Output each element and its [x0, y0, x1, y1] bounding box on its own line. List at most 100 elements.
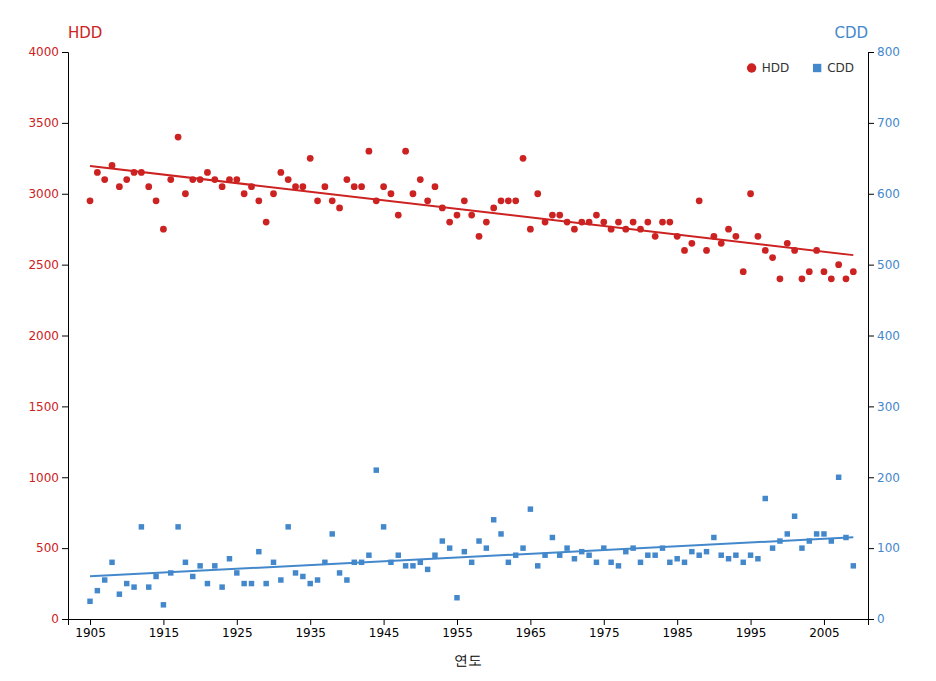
- tick-mark: [62, 194, 68, 195]
- point: [337, 570, 342, 575]
- tick-label: 1915: [149, 626, 180, 640]
- point: [755, 556, 760, 561]
- point: [762, 247, 769, 254]
- point: [131, 584, 136, 589]
- point: [520, 545, 525, 550]
- tick-mark: [457, 619, 458, 625]
- tick: 1985: [662, 619, 693, 640]
- point: [616, 563, 621, 568]
- point: [630, 219, 637, 226]
- point: [351, 183, 358, 190]
- tick: 2500: [28, 258, 68, 272]
- tick: 600: [868, 187, 900, 201]
- point: [123, 176, 130, 183]
- point: [718, 240, 725, 247]
- point: [483, 219, 490, 226]
- legend-item: CDD: [813, 61, 854, 75]
- y2-axis-title: CDD: [834, 24, 868, 42]
- tick-mark: [310, 619, 311, 625]
- point: [703, 247, 710, 254]
- point: [681, 247, 688, 254]
- point: [476, 538, 481, 543]
- x-axis-title: 연도: [454, 652, 482, 668]
- point: [277, 169, 284, 176]
- point: [476, 233, 483, 240]
- trend-line: [90, 166, 853, 255]
- point: [95, 588, 100, 593]
- point: [388, 190, 395, 197]
- tick-mark: [868, 548, 874, 549]
- point: [205, 581, 210, 586]
- point: [124, 581, 129, 586]
- tick: 100: [868, 541, 900, 555]
- point: [249, 581, 254, 586]
- point: [740, 560, 745, 565]
- point: [638, 560, 643, 565]
- point: [594, 560, 599, 565]
- point: [161, 602, 166, 607]
- tick: 300: [868, 400, 900, 414]
- point: [777, 275, 784, 282]
- tick: 1915: [149, 619, 180, 640]
- point: [652, 233, 659, 240]
- tick-mark: [868, 265, 874, 266]
- point: [711, 535, 716, 540]
- point: [821, 268, 828, 275]
- point: [101, 176, 108, 183]
- point: [770, 545, 775, 550]
- point: [417, 176, 424, 183]
- point: [666, 219, 673, 226]
- y-axis: 05001000150020002500300035004000: [28, 45, 68, 626]
- tick-mark: [62, 477, 68, 478]
- point: [564, 545, 569, 550]
- tick-mark: [62, 265, 68, 266]
- point: [145, 183, 152, 190]
- point: [446, 219, 453, 226]
- tick: 800: [868, 45, 900, 59]
- point: [167, 176, 174, 183]
- point: [850, 268, 857, 275]
- point: [462, 549, 467, 554]
- tick: 1945: [369, 619, 400, 640]
- tick-mark: [824, 619, 825, 625]
- point: [402, 148, 409, 155]
- tick-label: 600: [877, 187, 900, 201]
- point: [344, 577, 349, 582]
- point: [748, 552, 753, 557]
- tick-label: 2500: [28, 258, 59, 272]
- point: [285, 524, 290, 529]
- tick-mark: [868, 123, 874, 124]
- tick-mark: [677, 619, 678, 625]
- tick-mark: [751, 619, 752, 625]
- point: [102, 577, 107, 582]
- tick-label: 1975: [589, 626, 620, 640]
- point: [234, 570, 239, 575]
- point: [410, 190, 417, 197]
- chart: 1905191519251935194519551965197519851995…: [0, 0, 936, 681]
- point: [315, 577, 320, 582]
- tick-mark: [868, 406, 874, 407]
- point: [255, 197, 262, 204]
- point: [300, 574, 305, 579]
- point: [586, 552, 591, 557]
- point: [175, 134, 182, 141]
- point: [608, 560, 613, 565]
- point: [432, 183, 439, 190]
- point: [358, 183, 365, 190]
- tick-label: 1985: [662, 626, 693, 640]
- point: [506, 560, 511, 565]
- point: [498, 197, 505, 204]
- tick: 200: [868, 471, 900, 485]
- tick: 0: [51, 612, 68, 626]
- tick-label: 1935: [295, 626, 326, 640]
- point: [94, 169, 101, 176]
- point: [410, 563, 415, 568]
- point: [366, 552, 371, 557]
- tick-label: 3500: [28, 116, 59, 130]
- point: [219, 183, 226, 190]
- point: [396, 552, 401, 557]
- tick-mark: [163, 619, 164, 625]
- tick-label: 1955: [442, 626, 473, 640]
- point: [447, 545, 452, 550]
- tick-mark: [868, 477, 874, 478]
